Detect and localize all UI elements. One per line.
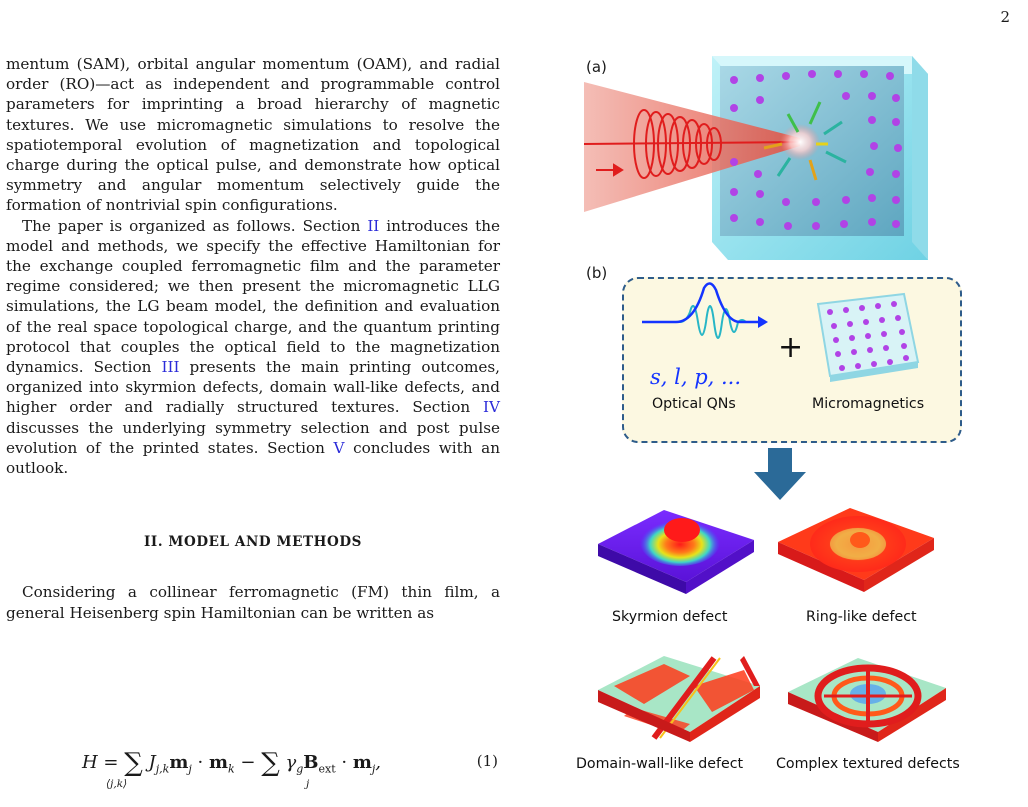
section-ref-5[interactable]: V [333,438,345,457]
domain-wall-defect-image [598,656,760,742]
skyrmion-arrows [763,101,847,181]
micromagnetics-label: Micromagnetics [812,396,925,412]
section-ref-2[interactable]: II [367,216,380,235]
equation-number: (1) [476,752,498,770]
text-column: mentum (SAM), orbital angular momentum (… [6,54,500,623]
sum-subscript-2: j [306,778,310,790]
down-arrow-icon [754,448,806,500]
beam-spot [780,124,820,160]
equation-body: H = ∑ Jj,kmj · mk − ∑ γgBext · mj, [82,748,382,778]
quantum-number-symbols: s, l, p, ... [650,365,742,389]
panel-b-label: (b) [586,264,608,282]
equation-hamiltonian: H = ∑ Jj,kmj · mk − ∑ γgBext · mj, ⟨j,k⟩… [6,746,500,798]
beam-helix [584,109,801,179]
complex-textured-defect-image [788,658,946,742]
paragraph-hamiltonian: Considering a collinear ferromagnetic (F… [6,583,500,622]
optical-qns-label: Optical QNs [652,396,736,412]
plus-sign: + [778,330,804,365]
caption-domain-wall: Domain-wall-like defect [576,756,744,772]
section-ref-4[interactable]: IV [483,398,500,417]
panel-a-illustration [584,56,928,260]
sum-subscript-1: ⟨j,k⟩ [106,778,128,790]
skyrmion-defect-image [598,510,754,594]
caption-complex: Complex textured defects [776,756,960,772]
wave-packet-icon [642,282,768,339]
ring-like-defect-image [778,508,934,592]
paragraph-intro-continued: mentum (SAM), orbital angular momentum (… [6,55,500,215]
page-number: 2 [1000,8,1010,26]
micromagnetics-lattice-icon [816,292,920,382]
caption-ring: Ring-like defect [806,609,917,625]
paragraph-organization: The paper is organized as follows. Secti… [6,216,501,478]
section-heading: II. MODEL AND METHODS [144,534,362,551]
section-ref-3[interactable]: III [161,358,180,377]
panel-a-label: (a) [586,58,607,76]
spin-lattice [730,70,902,230]
arrow-icon [596,163,624,177]
caption-skyrmion: Skyrmion defect [612,609,728,625]
